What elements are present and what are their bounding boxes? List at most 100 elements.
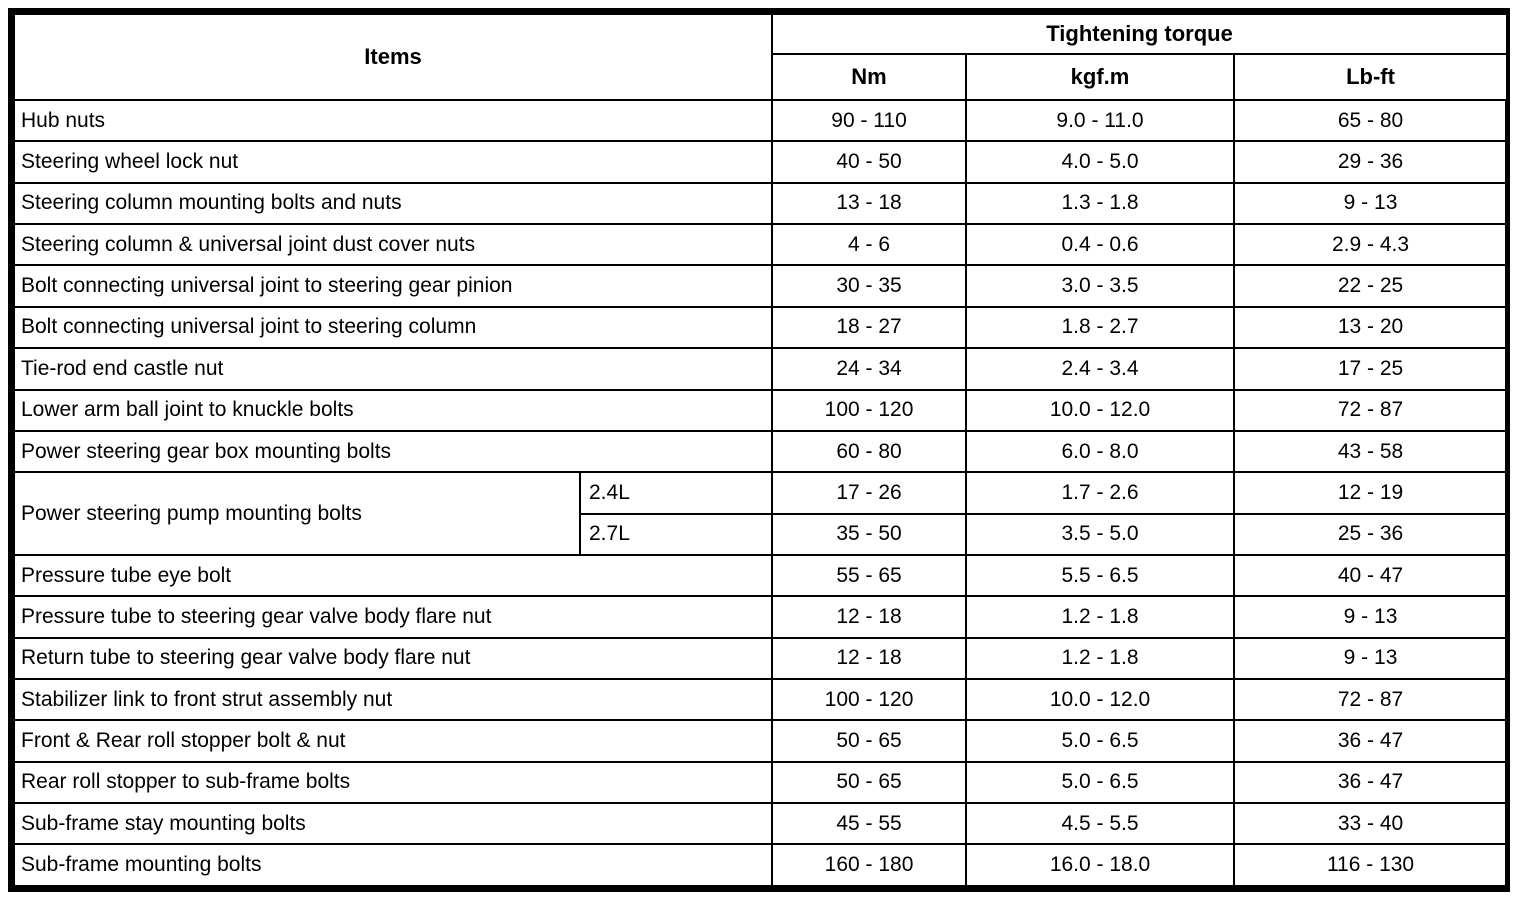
- nm-value-cell: 100 - 120: [771, 678, 968, 722]
- item-label-cell: Bolt connecting universal joint to steer…: [12, 305, 774, 350]
- table-row: 2.7L 35 - 50 3.5 - 5.0 25 - 36: [14, 512, 1509, 556]
- item-label-cell: Hub nuts: [12, 98, 774, 143]
- table-row: Power steering gear box mounting bolts 60…: [12, 429, 1509, 474]
- item-label-cell: Steering column mounting bolts and nuts: [12, 181, 774, 226]
- nm-value-cell: 50 - 65: [771, 719, 968, 763]
- nm-value-cell: 160 - 180: [771, 843, 968, 887]
- lbft-value-cell: 9 - 13: [1233, 595, 1509, 639]
- nm-value-cell: 40 - 50: [771, 140, 968, 184]
- kgfm-value-cell: 0.4 - 0.6: [965, 223, 1236, 267]
- lbft-value-cell: 9 - 13: [1233, 636, 1509, 681]
- kgfm-value-cell: 1.8 - 2.7: [965, 305, 1236, 350]
- kgfm-value-cell: 10.0 - 12.0: [965, 678, 1236, 722]
- item-label-cell: Power steering gear box mounting bolts: [12, 429, 774, 474]
- item-label-cell: Power steering pump mounting bolts: [13, 471, 581, 556]
- table-row: Sub-frame stay mounting bolts 45 - 55 4.5 …: [12, 802, 1509, 846]
- table-row: Bolt connecting universal joint to steer…: [12, 305, 1509, 350]
- lbft-value-cell: 72 - 87: [1233, 388, 1509, 432]
- table-row: Front & Rear roll stopper bolt & nut 50 -…: [12, 719, 1509, 763]
- torque-spec-sheet: Items Tightening torque Nm kgf.m Lb-ft H…: [8, 8, 1510, 892]
- table-row: Tie-rod end castle nut 24 - 34 2.4 - 3.4 17…: [12, 347, 1509, 391]
- unit-header-lbft: Lb-ft: [1233, 53, 1509, 101]
- lbft-value-cell: 12 - 19: [1233, 471, 1509, 515]
- engine-variant-cell: 2.7L: [578, 512, 774, 556]
- kgfm-value-cell: 1.7 - 2.6: [965, 471, 1236, 515]
- kgfm-value-cell: 10.0 - 12.0: [965, 388, 1236, 432]
- nm-value-cell: 30 - 35: [771, 264, 968, 308]
- kgfm-value-cell: 4.5 - 5.5: [965, 802, 1236, 846]
- lbft-value-cell: 43 - 58: [1233, 429, 1509, 474]
- lbft-value-cell: 40 - 47: [1233, 553, 1509, 598]
- kgfm-value-cell: 1.2 - 1.8: [965, 636, 1236, 681]
- table-row: Rear roll stopper to sub-frame bolts 50 -…: [12, 760, 1509, 805]
- table-body: Hub nuts 90 - 110 9.0 - 11.0 65 - 80 Steerin…: [12, 98, 1509, 887]
- kgfm-value-cell: 1.3 - 1.8: [965, 181, 1236, 226]
- nm-value-cell: 35 - 50: [771, 512, 968, 556]
- engine-variant-cell: 2.4L: [578, 471, 774, 515]
- table-row: Bolt connecting universal joint to steer…: [12, 264, 1509, 308]
- table-row: Power steering pump mounting bolts 2.4L 17…: [13, 471, 1509, 556]
- table-row: Pressure tube to steering gear valve bod…: [12, 595, 1509, 639]
- lbft-value-cell: 9 - 13: [1233, 181, 1509, 226]
- item-label-cell: Pressure tube to steering gear valve bod…: [12, 595, 774, 639]
- nm-value-cell: 18 - 27: [771, 305, 968, 350]
- nm-value-cell: 45 - 55: [771, 802, 968, 846]
- kgfm-value-cell: 9.0 - 11.0: [965, 98, 1236, 143]
- lbft-value-cell: 65 - 80: [1233, 98, 1509, 143]
- kgfm-value-cell: 1.2 - 1.8: [965, 595, 1236, 639]
- kgfm-value-cell: 3.5 - 5.0: [965, 512, 1236, 556]
- lbft-value-cell: 13 - 20: [1233, 305, 1509, 350]
- nm-value-cell: 50 - 65: [771, 760, 968, 805]
- table-row: Steering wheel lock nut 40 - 50 4.0 - 5.0 2…: [12, 140, 1509, 184]
- items-header: Items: [12, 13, 774, 101]
- item-label-cell: Steering wheel lock nut: [12, 140, 774, 184]
- header-row-top: Items Tightening torque: [12, 13, 1509, 101]
- item-label-cell: Return tube to steering gear valve body …: [12, 636, 774, 681]
- item-label-cell: Lower arm ball joint to knuckle bolts: [12, 388, 774, 432]
- lbft-value-cell: 36 - 47: [1233, 760, 1509, 805]
- unit-header-nm: Nm: [771, 53, 968, 101]
- unit-header-kgfm: kgf.m: [965, 53, 1236, 101]
- kgfm-value-cell: 5.0 - 6.5: [965, 719, 1236, 763]
- header-row-units: Nm kgf.m Lb-ft: [14, 53, 1509, 101]
- tightening-torque-header: Tightening torque: [771, 13, 1509, 55]
- item-label-cell: Sub-frame mounting bolts: [12, 843, 774, 887]
- kgfm-value-cell: 3.0 - 3.5: [965, 264, 1236, 308]
- item-label-cell: Pressure tube eye bolt: [12, 553, 774, 598]
- kgfm-value-cell: 16.0 - 18.0: [965, 843, 1236, 887]
- table-header: Items Tightening torque Nm kgf.m Lb-ft: [12, 13, 1509, 101]
- nm-value-cell: 60 - 80: [771, 429, 968, 474]
- item-label-cell: Stabilizer link to front strut assembly …: [12, 678, 774, 722]
- table-row: Lower arm ball joint to knuckle bolts 100…: [12, 388, 1509, 432]
- nm-value-cell: 24 - 34: [771, 347, 968, 391]
- nm-value-cell: 90 - 110: [771, 98, 968, 143]
- kgfm-value-cell: 6.0 - 8.0: [965, 429, 1236, 474]
- nm-value-cell: 13 - 18: [771, 181, 968, 226]
- item-label-cell: Steering column & universal joint dust c…: [12, 223, 774, 267]
- lbft-value-cell: 22 - 25: [1233, 264, 1509, 308]
- lbft-value-cell: 36 - 47: [1233, 719, 1509, 763]
- table-row: Return tube to steering gear valve body …: [12, 636, 1509, 681]
- item-label-cell: Tie-rod end castle nut: [12, 347, 774, 391]
- lbft-value-cell: 25 - 36: [1233, 512, 1509, 556]
- item-label-cell: Front & Rear roll stopper bolt & nut: [12, 719, 774, 763]
- table-row: Sub-frame mounting bolts 160 - 180 16.0 - …: [12, 843, 1509, 887]
- table-row: Hub nuts 90 - 110 9.0 - 11.0 65 - 80: [12, 98, 1509, 143]
- lbft-value-cell: 29 - 36: [1233, 140, 1509, 184]
- nm-value-cell: 55 - 65: [771, 553, 968, 598]
- item-label-cell: Rear roll stopper to sub-frame bolts: [12, 760, 774, 805]
- table-row: Pressure tube eye bolt 55 - 65 5.5 - 6.5 40…: [12, 553, 1509, 598]
- kgfm-value-cell: 2.4 - 3.4: [965, 347, 1236, 391]
- lbft-value-cell: 72 - 87: [1233, 678, 1509, 722]
- item-label-cell: Sub-frame stay mounting bolts: [12, 802, 774, 846]
- torque-table: Items Tightening torque Nm kgf.m Lb-ft H…: [12, 13, 1509, 887]
- nm-value-cell: 12 - 18: [771, 636, 968, 681]
- lbft-value-cell: 116 - 130: [1233, 843, 1509, 887]
- lbft-value-cell: 17 - 25: [1233, 347, 1509, 391]
- table-row: Stabilizer link to front strut assembly …: [12, 678, 1509, 722]
- nm-value-cell: 4 - 6: [771, 223, 968, 267]
- nm-value-cell: 17 - 26: [771, 471, 968, 515]
- kgfm-value-cell: 5.0 - 6.5: [965, 760, 1236, 805]
- item-label-cell: Bolt connecting universal joint to steer…: [12, 264, 774, 308]
- table-row: Steering column mounting bolts and nuts 1…: [12, 181, 1509, 226]
